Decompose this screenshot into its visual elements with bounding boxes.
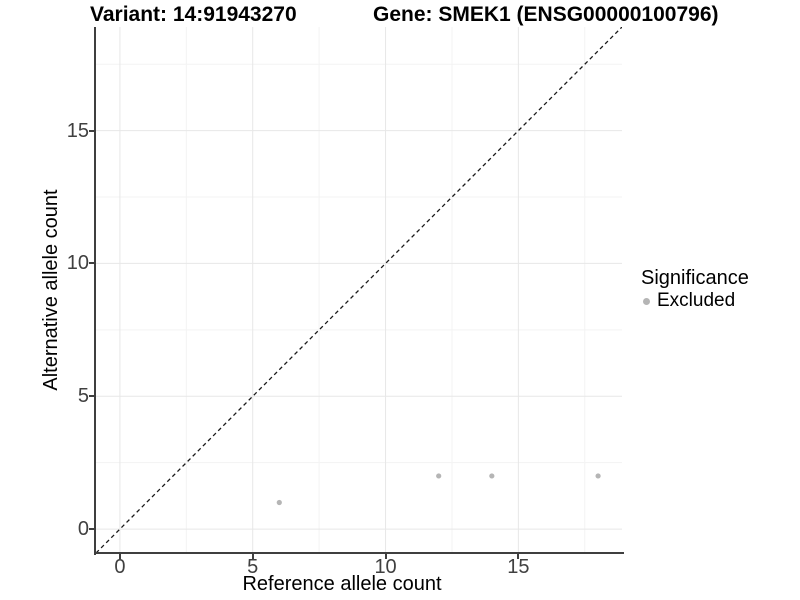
x-tick-label: 15	[507, 556, 530, 578]
y-tick-label: 5	[77, 385, 89, 408]
data-point	[436, 473, 442, 479]
y-axis-tick	[89, 528, 94, 531]
plot-canvas	[96, 27, 622, 553]
x-axis-tick	[251, 554, 254, 559]
legend: Significance Excluded	[641, 266, 749, 312]
plot-panel	[96, 27, 622, 553]
x-axis-tick	[517, 554, 520, 559]
x-tick-label: 5	[247, 556, 259, 578]
data-point	[489, 473, 495, 479]
x-axis-tick	[118, 554, 121, 559]
x-tick-label: 10	[374, 556, 397, 578]
y-axis-tick	[89, 129, 94, 132]
y-tick-label: 0	[77, 518, 89, 541]
data-point	[595, 473, 601, 479]
y-axis-line	[94, 27, 96, 555]
legend-item-label: Excluded	[657, 290, 736, 311]
y-tick-label: 15	[66, 119, 89, 142]
x-tick-label: 0	[114, 556, 126, 578]
variant-title: Variant: 14:91943270	[90, 3, 297, 26]
gene-title: Gene: SMEK1 (ENSG00000100796)	[373, 3, 719, 26]
legend-item-excluded: Excluded	[641, 290, 749, 312]
y-axis-tick	[89, 262, 94, 265]
x-axis-tick	[384, 554, 387, 559]
x-axis-line	[94, 552, 624, 554]
y-axis-tick	[89, 395, 94, 398]
excluded-point-swatch-icon	[643, 297, 650, 305]
legend-title: Significance	[641, 267, 749, 289]
identity-line	[96, 27, 622, 553]
data-point	[276, 499, 282, 506]
x-axis-title: Reference allele count	[242, 573, 442, 595]
y-tick-label: 10	[66, 252, 89, 275]
